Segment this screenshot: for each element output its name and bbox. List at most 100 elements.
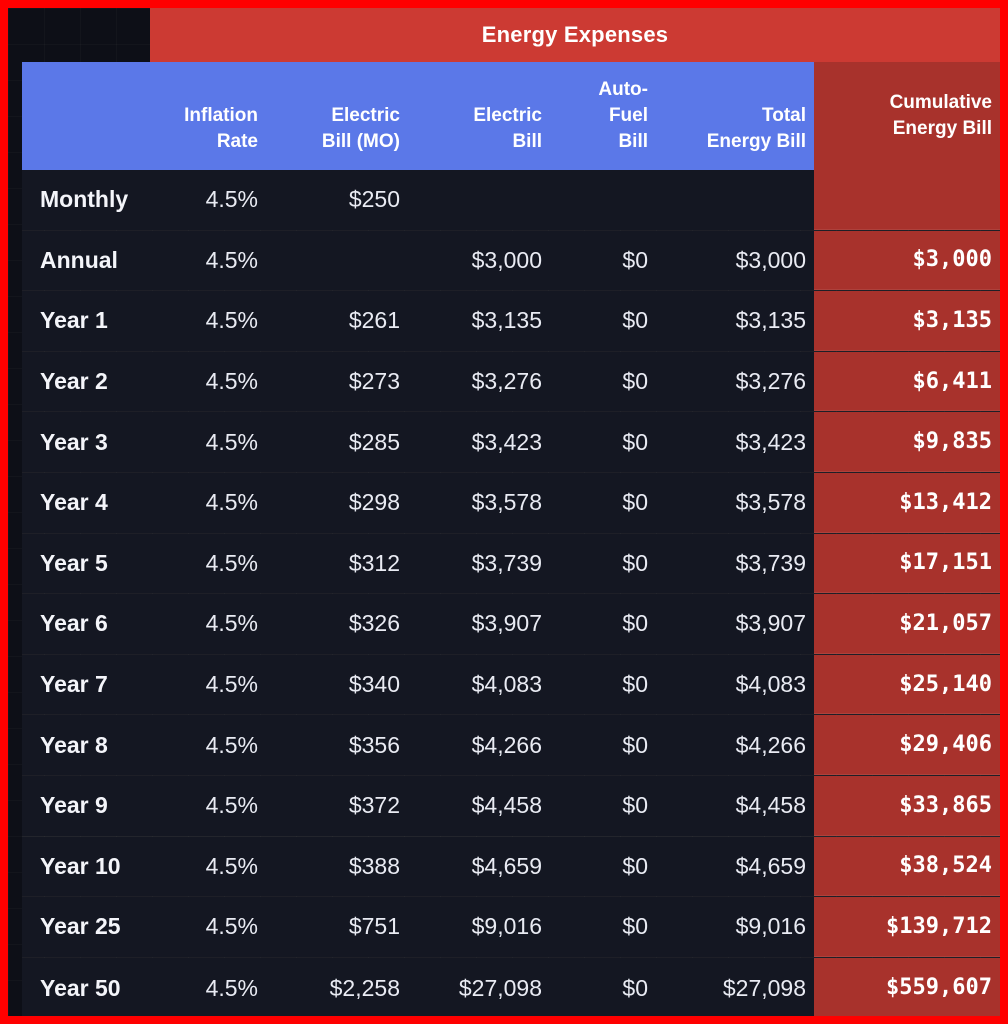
cell-inflation-rate: 4.5%	[156, 412, 266, 472]
cell-inflation-rate: 4.5%	[156, 230, 266, 291]
cell-inflation-rate: 4.5%	[156, 472, 266, 533]
table-row: Year 2 4.5% $273 $3,276 $0 $3,276 $6,411	[22, 351, 1000, 413]
header-period	[22, 62, 156, 170]
cell-period: Year 5	[22, 533, 156, 594]
cell-total-energy-bill: $27,098	[656, 957, 814, 1016]
cell-total-energy-bill: $3,578	[656, 472, 814, 533]
cell-cumulative-energy-bill: $38,524	[814, 836, 1000, 897]
cell-electric-bill-monthly: $340	[266, 654, 408, 715]
cell-auto-fuel-bill: $0	[550, 654, 656, 715]
cell-cumulative-energy-bill: $17,151	[814, 533, 1000, 594]
table-row: Year 4 4.5% $298 $3,578 $0 $3,578 $13,412	[22, 472, 1000, 534]
table-row: Year 25 4.5% $751 $9,016 $0 $9,016 $139,712	[22, 897, 1000, 958]
table-row: Year 10 4.5% $388 $4,659 $0 $4,659 $38,524	[22, 836, 1000, 898]
cell-electric-bill-monthly: $2,258	[266, 957, 408, 1016]
header-total-energy-bill: Total Energy Bill	[656, 62, 814, 170]
table-row: Year 50 4.5% $2,258 $27,098 $0 $27,098 $559,60…	[22, 957, 1000, 1016]
cell-cumulative-energy-bill	[814, 170, 1000, 230]
cell-period: Year 50	[22, 957, 156, 1016]
cell-total-energy-bill: $4,083	[656, 654, 814, 715]
cell-cumulative-energy-bill: $29,406	[814, 715, 1000, 775]
cell-total-energy-bill: $4,266	[656, 715, 814, 775]
cell-electric-bill-monthly: $312	[266, 533, 408, 594]
header-cumulative-energy-bill: Cumulative Energy Bill	[814, 62, 1000, 170]
cell-auto-fuel-bill: $0	[550, 472, 656, 533]
cell-period: Year 6	[22, 594, 156, 654]
cell-total-energy-bill	[656, 170, 814, 230]
cell-electric-bill: $3,135	[408, 291, 550, 351]
cell-cumulative-energy-bill: $3,135	[814, 291, 1000, 351]
cell-inflation-rate: 4.5%	[156, 715, 266, 775]
cell-period: Year 8	[22, 715, 156, 775]
cell-auto-fuel-bill: $0	[550, 230, 656, 291]
cell-electric-bill-monthly: $326	[266, 594, 408, 654]
cell-auto-fuel-bill: $0	[550, 291, 656, 351]
cell-electric-bill: $9,016	[408, 897, 550, 957]
cell-electric-bill: $4,458	[408, 775, 550, 836]
cell-period: Year 3	[22, 412, 156, 472]
cell-period: Monthly	[22, 170, 156, 230]
cell-inflation-rate: 4.5%	[156, 170, 266, 230]
cell-auto-fuel-bill: $0	[550, 957, 656, 1016]
cell-electric-bill-monthly: $273	[266, 351, 408, 412]
cell-total-energy-bill: $4,458	[656, 775, 814, 836]
cell-total-energy-bill: $3,000	[656, 230, 814, 291]
cell-electric-bill: $4,083	[408, 654, 550, 715]
cell-electric-bill: $3,907	[408, 594, 550, 654]
cell-electric-bill-monthly: $751	[266, 897, 408, 957]
cell-auto-fuel-bill: $0	[550, 533, 656, 594]
cell-electric-bill: $3,578	[408, 472, 550, 533]
cell-total-energy-bill: $3,276	[656, 351, 814, 412]
cell-total-energy-bill: $9,016	[656, 897, 814, 957]
energy-expenses-panel: Energy Expenses Inflation Rate Electric …	[8, 8, 1000, 1016]
cell-inflation-rate: 4.5%	[156, 836, 266, 897]
cell-auto-fuel-bill	[550, 170, 656, 230]
cell-inflation-rate: 4.5%	[156, 291, 266, 351]
cell-auto-fuel-bill: $0	[550, 715, 656, 775]
table-row: Year 6 4.5% $326 $3,907 $0 $3,907 $21,057	[22, 594, 1000, 655]
cell-electric-bill: $3,276	[408, 351, 550, 412]
cell-electric-bill: $3,423	[408, 412, 550, 472]
cell-cumulative-energy-bill: $6,411	[814, 351, 1000, 412]
cell-period: Year 9	[22, 775, 156, 836]
header-inflation-rate: Inflation Rate	[156, 62, 266, 170]
energy-expenses-table: Inflation Rate Electric Bill (MO) Electr…	[22, 62, 1000, 1016]
cell-electric-bill-monthly: $356	[266, 715, 408, 775]
cell-cumulative-energy-bill: $13,412	[814, 472, 1000, 533]
cell-cumulative-energy-bill: $25,140	[814, 654, 1000, 715]
cell-electric-bill-monthly: $250	[266, 170, 408, 230]
header-auto-fuel-bill: Auto- Fuel Bill	[550, 62, 656, 170]
cell-total-energy-bill: $4,659	[656, 836, 814, 897]
table-body: Monthly 4.5% $250 Annual 4.5% $3,000 $0 $3,000 $…	[22, 170, 1000, 1016]
cell-period: Year 4	[22, 472, 156, 533]
table-header-row: Inflation Rate Electric Bill (MO) Electr…	[22, 62, 1000, 170]
cell-electric-bill: $3,739	[408, 533, 550, 594]
cell-total-energy-bill: $3,423	[656, 412, 814, 472]
table-row: Year 7 4.5% $340 $4,083 $0 $4,083 $25,140	[22, 654, 1000, 716]
cell-total-energy-bill: $3,739	[656, 533, 814, 594]
cell-cumulative-energy-bill: $3,000	[814, 230, 1000, 291]
cell-inflation-rate: 4.5%	[156, 897, 266, 957]
cell-period: Year 1	[22, 291, 156, 351]
cell-cumulative-energy-bill: $559,607	[814, 957, 1000, 1016]
cell-auto-fuel-bill: $0	[550, 594, 656, 654]
cell-period: Year 25	[22, 897, 156, 957]
table-row: Annual 4.5% $3,000 $0 $3,000 $3,000	[22, 230, 1000, 292]
cell-auto-fuel-bill: $0	[550, 351, 656, 412]
table-row: Year 1 4.5% $261 $3,135 $0 $3,135 $3,135	[22, 291, 1000, 352]
cell-period: Year 10	[22, 836, 156, 897]
cell-period: Year 2	[22, 351, 156, 412]
cell-inflation-rate: 4.5%	[156, 594, 266, 654]
cell-total-energy-bill: $3,135	[656, 291, 814, 351]
table-row: Monthly 4.5% $250	[22, 170, 1000, 231]
table-row: Year 9 4.5% $372 $4,458 $0 $4,458 $33,865	[22, 775, 1000, 837]
cell-electric-bill: $4,659	[408, 836, 550, 897]
cell-inflation-rate: 4.5%	[156, 654, 266, 715]
cell-auto-fuel-bill: $0	[550, 775, 656, 836]
cell-auto-fuel-bill: $0	[550, 412, 656, 472]
cell-cumulative-energy-bill: $33,865	[814, 775, 1000, 836]
header-electric-bill: Electric Bill	[408, 62, 550, 170]
cell-electric-bill: $27,098	[408, 957, 550, 1016]
cell-electric-bill: $3,000	[408, 230, 550, 291]
cell-cumulative-energy-bill: $139,712	[814, 897, 1000, 957]
